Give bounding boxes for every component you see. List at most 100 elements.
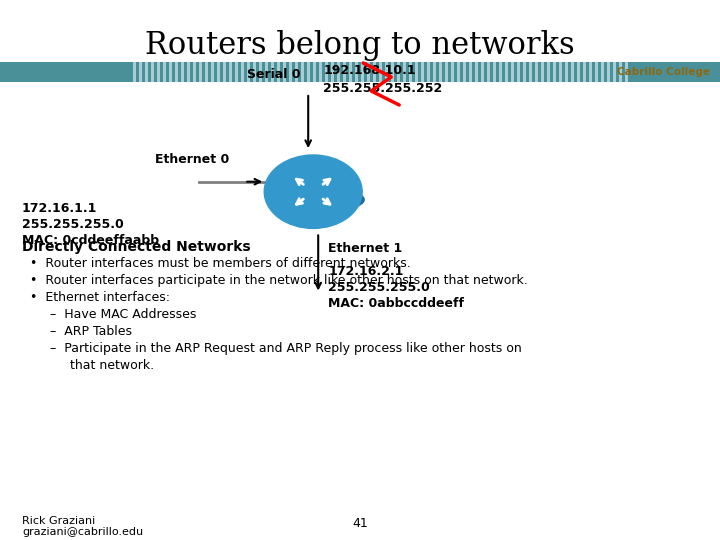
Bar: [445, 62, 448, 82]
Bar: [583, 62, 586, 82]
Bar: [379, 62, 382, 82]
Bar: [319, 62, 322, 82]
Bar: [244, 62, 247, 82]
Bar: [493, 62, 496, 82]
Bar: [247, 62, 250, 82]
Bar: [451, 62, 454, 82]
Bar: [337, 62, 340, 82]
Bar: [630, 62, 720, 82]
Bar: [310, 62, 313, 82]
Bar: [364, 62, 367, 82]
Bar: [349, 62, 352, 82]
Bar: [412, 62, 415, 82]
Bar: [271, 62, 274, 82]
Bar: [367, 62, 370, 82]
Text: 255.255.255.252: 255.255.255.252: [323, 83, 443, 96]
Bar: [628, 62, 631, 82]
Bar: [259, 62, 262, 82]
Bar: [418, 62, 421, 82]
Bar: [142, 62, 145, 82]
Bar: [388, 62, 391, 82]
Bar: [616, 62, 619, 82]
Bar: [148, 62, 151, 82]
Ellipse shape: [266, 187, 364, 213]
Bar: [487, 62, 490, 82]
Bar: [529, 62, 532, 82]
Bar: [406, 62, 409, 82]
Bar: [613, 62, 616, 82]
Bar: [331, 62, 334, 82]
Bar: [136, 62, 139, 82]
Bar: [235, 62, 238, 82]
Bar: [370, 62, 373, 82]
Bar: [322, 62, 325, 82]
Text: graziani@cabrillo.edu: graziani@cabrillo.edu: [22, 527, 143, 537]
Bar: [292, 62, 295, 82]
Bar: [382, 62, 385, 82]
Bar: [262, 62, 265, 82]
Bar: [385, 62, 388, 82]
Bar: [475, 62, 478, 82]
Bar: [433, 62, 436, 82]
Bar: [499, 62, 502, 82]
Text: Routers belong to networks: Routers belong to networks: [145, 30, 575, 61]
Bar: [214, 62, 217, 82]
Bar: [190, 62, 193, 82]
Bar: [481, 62, 484, 82]
Bar: [556, 62, 559, 82]
Bar: [469, 62, 472, 82]
Bar: [589, 62, 592, 82]
Bar: [535, 62, 538, 82]
Bar: [178, 62, 181, 82]
Bar: [544, 62, 547, 82]
Bar: [154, 62, 157, 82]
Bar: [391, 62, 394, 82]
Bar: [502, 62, 505, 82]
Bar: [130, 62, 133, 82]
Bar: [340, 62, 343, 82]
Text: •  Router interfaces participate in the network like other hosts on that network: • Router interfaces participate in the n…: [30, 274, 528, 287]
Bar: [463, 62, 466, 82]
Bar: [622, 62, 625, 82]
Bar: [478, 62, 481, 82]
Bar: [448, 62, 451, 82]
Text: 172.16.2.1: 172.16.2.1: [328, 266, 404, 279]
Bar: [394, 62, 397, 82]
Bar: [520, 62, 523, 82]
Bar: [280, 62, 283, 82]
Bar: [598, 62, 601, 82]
Bar: [580, 62, 583, 82]
Bar: [361, 62, 364, 82]
Bar: [145, 62, 148, 82]
Text: Ethernet 1: Ethernet 1: [328, 242, 402, 255]
Bar: [523, 62, 526, 82]
Bar: [334, 62, 337, 82]
Bar: [193, 62, 196, 82]
Text: MAC: 0abbccddeeff: MAC: 0abbccddeeff: [328, 298, 464, 310]
Bar: [490, 62, 493, 82]
Bar: [184, 62, 187, 82]
Bar: [409, 62, 412, 82]
Bar: [547, 62, 550, 82]
Text: 41: 41: [352, 517, 368, 530]
Bar: [607, 62, 610, 82]
Bar: [508, 62, 511, 82]
Bar: [562, 62, 565, 82]
Bar: [304, 62, 307, 82]
Bar: [208, 62, 211, 82]
Bar: [211, 62, 214, 82]
Text: –  Participate in the ARP Request and ARP Reply process like other hosts on: – Participate in the ARP Request and ARP…: [50, 342, 522, 355]
Bar: [457, 62, 460, 82]
Bar: [202, 62, 205, 82]
Text: 255.255.255.0: 255.255.255.0: [328, 281, 430, 294]
Bar: [577, 62, 580, 82]
Bar: [568, 62, 571, 82]
Text: •  Router interfaces must be members of different networks.: • Router interfaces must be members of d…: [30, 257, 410, 270]
Bar: [301, 62, 304, 82]
Bar: [574, 62, 577, 82]
Bar: [421, 62, 424, 82]
Bar: [256, 62, 259, 82]
Bar: [289, 62, 292, 82]
Bar: [229, 62, 232, 82]
Bar: [514, 62, 517, 82]
